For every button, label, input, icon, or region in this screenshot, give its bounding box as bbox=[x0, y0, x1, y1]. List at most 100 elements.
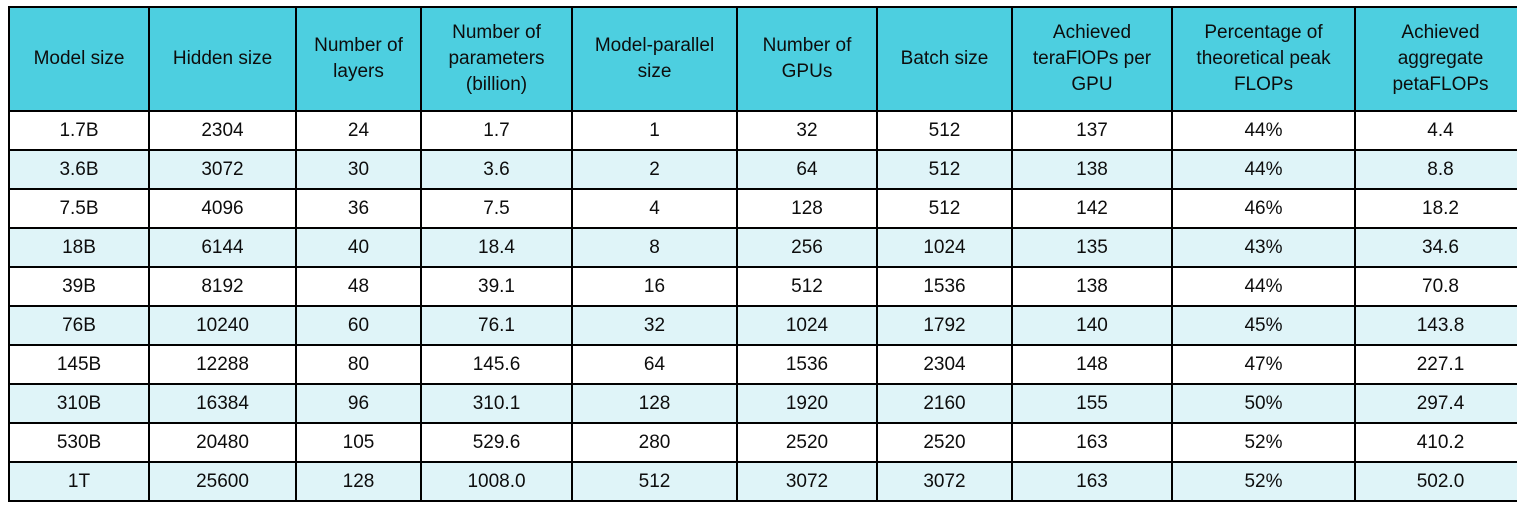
table-cell: 3072 bbox=[736, 461, 878, 502]
column-header: Achieved aggregate petaFLOPs bbox=[1354, 6, 1517, 112]
table-cell: 48 bbox=[295, 266, 422, 307]
table-cell: 410.2 bbox=[1354, 422, 1517, 463]
table-cell: 76.1 bbox=[420, 305, 573, 346]
table-cell: 39B bbox=[8, 266, 150, 307]
table-cell: 155 bbox=[1011, 383, 1173, 424]
table-cell: 44% bbox=[1171, 266, 1356, 307]
table-cell: 256 bbox=[736, 227, 878, 268]
table-cell: 64 bbox=[736, 149, 878, 190]
table-cell: 1024 bbox=[736, 305, 878, 346]
table-cell: 32 bbox=[571, 305, 738, 346]
table-cell: 1.7 bbox=[420, 110, 573, 151]
table-cell: 310.1 bbox=[420, 383, 573, 424]
table-cell: 148 bbox=[1011, 344, 1173, 385]
table-row: 3.6B 3072 30 3.6 2 64 512 138 44% 8.8 bbox=[8, 149, 1517, 190]
table-cell: 43% bbox=[1171, 227, 1356, 268]
table-cell: 128 bbox=[736, 188, 878, 229]
table-cell: 16 bbox=[571, 266, 738, 307]
header-row: Model size Hidden size Number of layers Num… bbox=[8, 6, 1517, 112]
table-cell: 36 bbox=[295, 188, 422, 229]
table-cell: 2520 bbox=[876, 422, 1013, 463]
table-cell: 3.6B bbox=[8, 149, 150, 190]
table-cell: 47% bbox=[1171, 344, 1356, 385]
table-cell: 1024 bbox=[876, 227, 1013, 268]
column-header: Number of parameters (billion) bbox=[420, 6, 573, 112]
table-cell: 8192 bbox=[148, 266, 297, 307]
table-cell: 8.8 bbox=[1354, 149, 1517, 190]
table-cell: 10240 bbox=[148, 305, 297, 346]
column-header: Number of layers bbox=[295, 6, 422, 112]
table-cell: 4 bbox=[571, 188, 738, 229]
table-cell: 2520 bbox=[736, 422, 878, 463]
table-cell: 20480 bbox=[148, 422, 297, 463]
table-row: 530B 20480 105 529.6 280 2520 2520 163 52% 410.2 bbox=[8, 422, 1517, 463]
model-scaling-table: Model size Hidden size Number of layers Num… bbox=[8, 6, 1517, 502]
table-cell: 1536 bbox=[876, 266, 1013, 307]
table-cell: 39.1 bbox=[420, 266, 573, 307]
table-cell: 7.5B bbox=[8, 188, 150, 229]
table-cell: 50% bbox=[1171, 383, 1356, 424]
table-cell: 45% bbox=[1171, 305, 1356, 346]
table-cell: 12288 bbox=[148, 344, 297, 385]
table-cell: 163 bbox=[1011, 461, 1173, 502]
table-body: 1.7B 2304 24 1.7 1 32 512 137 44% 4.4 3.6B 3072 30 3.… bbox=[8, 110, 1517, 502]
table-cell: 2304 bbox=[148, 110, 297, 151]
table-cell: 2 bbox=[571, 149, 738, 190]
table-cell: 502.0 bbox=[1354, 461, 1517, 502]
table-cell: 142 bbox=[1011, 188, 1173, 229]
table-cell: 2304 bbox=[876, 344, 1013, 385]
table-cell: 34.6 bbox=[1354, 227, 1517, 268]
column-header: Batch size bbox=[876, 6, 1013, 112]
table-cell: 105 bbox=[295, 422, 422, 463]
table-cell: 40 bbox=[295, 227, 422, 268]
table-cell: 24 bbox=[295, 110, 422, 151]
table-cell: 96 bbox=[295, 383, 422, 424]
table-cell: 227.1 bbox=[1354, 344, 1517, 385]
table-cell: 512 bbox=[571, 461, 738, 502]
table-cell: 16384 bbox=[148, 383, 297, 424]
table-cell: 512 bbox=[736, 266, 878, 307]
table-cell: 1 bbox=[571, 110, 738, 151]
table-header: Model size Hidden size Number of layers Num… bbox=[8, 6, 1517, 112]
table-cell: 52% bbox=[1171, 461, 1356, 502]
table-cell: 18B bbox=[8, 227, 150, 268]
table-cell: 64 bbox=[571, 344, 738, 385]
table-row: 310B 16384 96 310.1 128 1920 2160 155 50% 297.4 bbox=[8, 383, 1517, 424]
table-cell: 6144 bbox=[148, 227, 297, 268]
table-row: 1T 25600 128 1008.0 512 3072 3072 163 52% 502.0 bbox=[8, 461, 1517, 502]
table-cell: 163 bbox=[1011, 422, 1173, 463]
table-cell: 143.8 bbox=[1354, 305, 1517, 346]
table-cell: 1008.0 bbox=[420, 461, 573, 502]
table-row: 145B 12288 80 145.6 64 1536 2304 148 47% 227.1 bbox=[8, 344, 1517, 385]
table-cell: 2160 bbox=[876, 383, 1013, 424]
table-cell: 60 bbox=[295, 305, 422, 346]
table-cell: 280 bbox=[571, 422, 738, 463]
table-cell: 512 bbox=[876, 188, 1013, 229]
table-cell: 52% bbox=[1171, 422, 1356, 463]
table-cell: 18.4 bbox=[420, 227, 573, 268]
table-cell: 140 bbox=[1011, 305, 1173, 346]
table-cell: 3072 bbox=[876, 461, 1013, 502]
table-cell: 145.6 bbox=[420, 344, 573, 385]
table-cell: 32 bbox=[736, 110, 878, 151]
table-cell: 512 bbox=[876, 110, 1013, 151]
table-cell: 135 bbox=[1011, 227, 1173, 268]
table-cell: 44% bbox=[1171, 110, 1356, 151]
table-cell: 128 bbox=[295, 461, 422, 502]
table-cell: 4096 bbox=[148, 188, 297, 229]
table-cell: 1T bbox=[8, 461, 150, 502]
table-cell: 530B bbox=[8, 422, 150, 463]
table-cell: 7.5 bbox=[420, 188, 573, 229]
table-cell: 138 bbox=[1011, 149, 1173, 190]
column-header: Achieved teraFlOPs per GPU bbox=[1011, 6, 1173, 112]
table-cell: 137 bbox=[1011, 110, 1173, 151]
table-row: 7.5B 4096 36 7.5 4 128 512 142 46% 18.2 bbox=[8, 188, 1517, 229]
table-cell: 297.4 bbox=[1354, 383, 1517, 424]
table-cell: 18.2 bbox=[1354, 188, 1517, 229]
table-cell: 512 bbox=[876, 149, 1013, 190]
table-row: 1.7B 2304 24 1.7 1 32 512 137 44% 4.4 bbox=[8, 110, 1517, 151]
column-header: Number of GPUs bbox=[736, 6, 878, 112]
table-cell: 25600 bbox=[148, 461, 297, 502]
table-cell: 76B bbox=[8, 305, 150, 346]
column-header: Percentage of theoretical peak FLOPs bbox=[1171, 6, 1356, 112]
